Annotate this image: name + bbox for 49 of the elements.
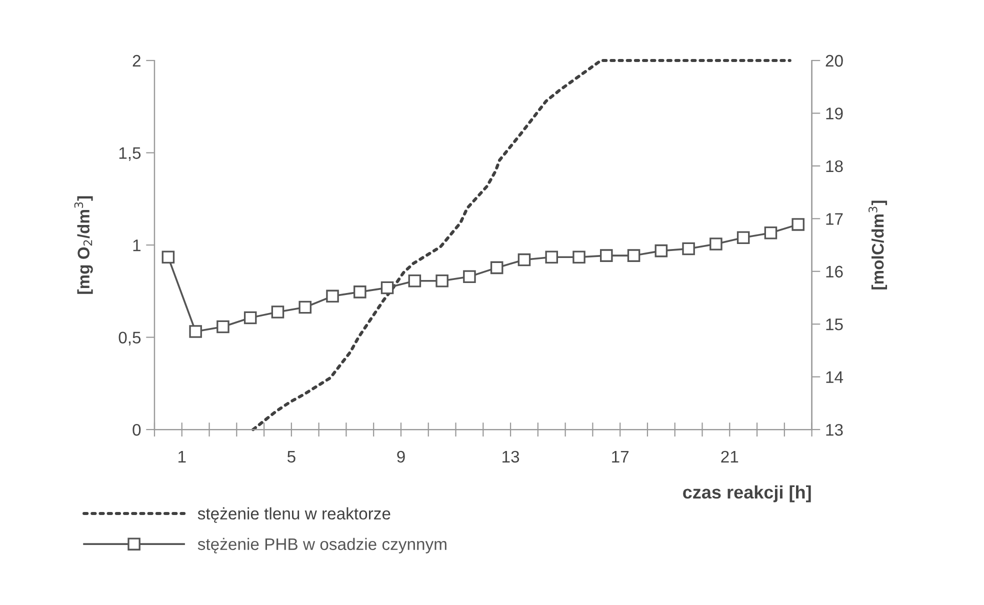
y-tick-label: 0,5 [118,332,141,346]
y2-tick-label: 13 [826,424,843,436]
x-tick-label: 1 [178,450,186,462]
y2-axis-title: [molC/dm$^{3}$] [868,200,888,290]
point [354,286,366,298]
point [736,231,750,244]
point [408,274,422,288]
y2-tick-label: 15 [826,318,843,330]
y-tick-label: 2 [132,54,140,67]
point [545,250,558,264]
y-tick-label: 1,5 [119,147,141,161]
x-tick-label: 17 [612,450,629,462]
point [682,242,695,256]
y2-tick-label: 14 [826,371,844,383]
y2-tick-label: 17 [826,213,843,225]
x-tick-label: 9 [397,450,405,463]
point [627,249,640,262]
line-series [252,58,792,432]
point [271,306,284,318]
x-tick-label: 21 [721,450,738,462]
x-tick-label: 5 [287,450,296,463]
point [518,253,531,266]
text: stężenie PHB w osadzie czynnym [198,538,446,554]
y2-tick-label: 20 [826,54,843,67]
y2-tick-label: 16 [826,266,843,278]
point [463,270,476,284]
y2-tick-label: 19 [826,108,843,120]
point [710,238,722,250]
point [600,249,613,262]
point [244,311,257,324]
point [380,281,394,294]
point [436,274,448,288]
x-tick-label: 13 [502,450,520,463]
point [490,261,504,274]
point [326,290,339,303]
y2-tick-label: 18 [826,160,843,172]
point [764,226,778,240]
point [792,218,804,231]
point [572,250,586,264]
point [189,325,202,338]
y-tick-label: 0 [132,424,141,436]
y-axis-title: [mg O$_{2}$/dm$^{3}$] [74,196,93,294]
point [162,250,175,264]
point [654,244,668,258]
point [298,300,312,314]
x-axis-title: czas reakcji [h] [683,485,811,502]
point [216,320,230,334]
text: stężenie tlenu w reaktorze [198,507,390,523]
y-tick-label: 1 [133,240,140,252]
